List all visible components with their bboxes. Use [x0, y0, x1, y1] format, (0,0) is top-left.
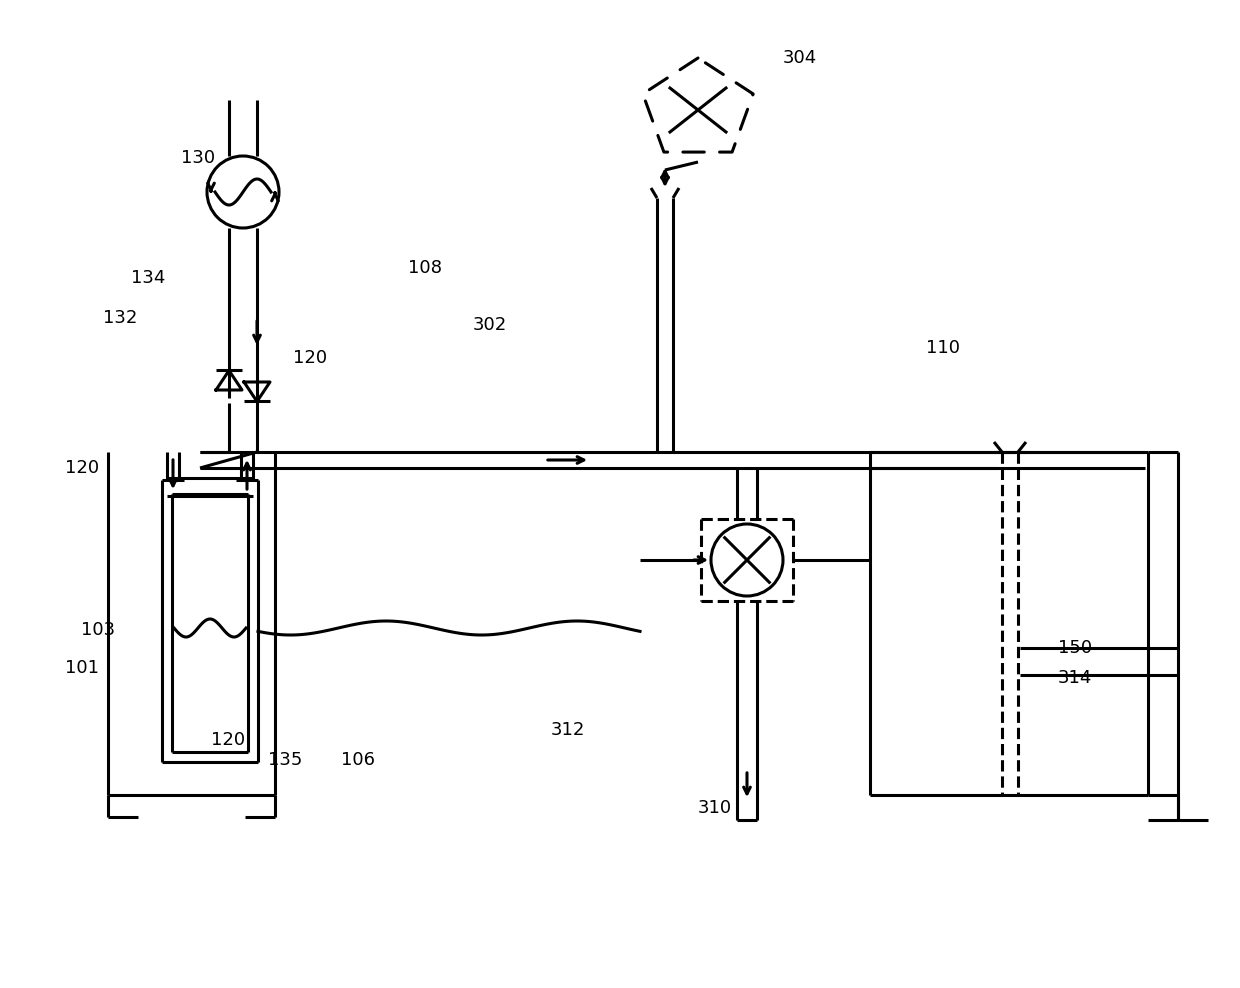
Text: 310: 310: [698, 799, 732, 817]
Text: 120: 120: [211, 731, 246, 749]
Text: 108: 108: [408, 259, 441, 277]
Text: 120: 120: [293, 349, 327, 367]
Text: 130: 130: [181, 149, 215, 167]
Text: 135: 135: [268, 751, 303, 769]
Text: 314: 314: [1058, 669, 1092, 687]
Text: 132: 132: [103, 309, 138, 327]
Text: 150: 150: [1058, 639, 1092, 657]
Text: 101: 101: [64, 659, 99, 677]
Text: 134: 134: [130, 269, 165, 287]
Text: 103: 103: [81, 621, 115, 639]
Text: 302: 302: [472, 316, 507, 334]
Text: 312: 312: [551, 721, 585, 739]
Text: 106: 106: [341, 751, 374, 769]
Text: 304: 304: [782, 49, 817, 67]
Text: 120: 120: [64, 459, 99, 477]
Text: 110: 110: [926, 339, 960, 357]
